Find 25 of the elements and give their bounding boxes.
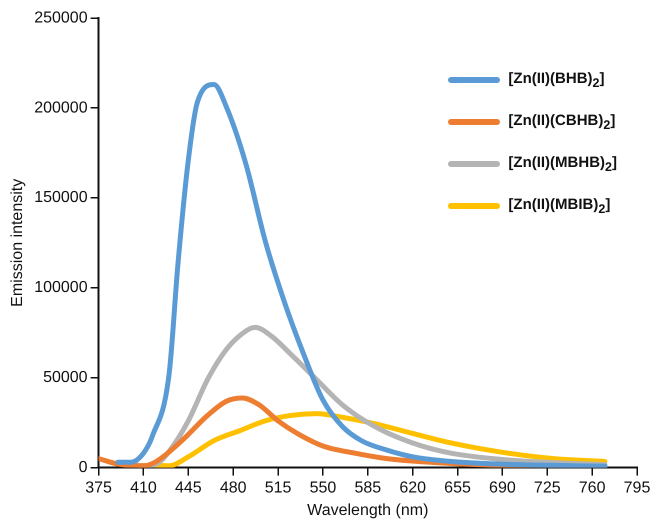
x-tick-label: 375 bbox=[85, 480, 112, 497]
x-tick-label: 550 bbox=[310, 480, 336, 497]
y-tick-label: 150000 bbox=[34, 189, 88, 206]
x-tick-label: 655 bbox=[444, 480, 471, 497]
y-tick-label: 0 bbox=[78, 459, 88, 476]
y-tick-label: 100000 bbox=[34, 279, 88, 296]
x-tick-label: 760 bbox=[578, 480, 606, 497]
x-tick-label: 795 bbox=[624, 480, 650, 497]
x-tick-label: 725 bbox=[534, 480, 561, 497]
legend-label: [Zn(II)(CBHB)$_{2}$] bbox=[508, 112, 616, 132]
y-tick-label: 200000 bbox=[34, 99, 88, 116]
y-tick-label: 50000 bbox=[43, 369, 88, 386]
legend-label: [Zn(II)(BHB)$_{2}$] bbox=[508, 70, 604, 90]
x-tick-label: 515 bbox=[264, 480, 292, 497]
x-tick-label: 585 bbox=[354, 480, 382, 497]
x-tick-label: 690 bbox=[489, 480, 516, 497]
y-axis-title: Emission intensity bbox=[9, 178, 26, 307]
x-axis-title: Wavelength (nm) bbox=[307, 502, 428, 519]
x-tick-label: 410 bbox=[130, 480, 157, 497]
y-tick-label: 250000 bbox=[34, 9, 88, 26]
x-tick-label: 480 bbox=[220, 480, 247, 497]
x-tick-label: 445 bbox=[174, 480, 202, 497]
x-tick-label: 620 bbox=[399, 480, 426, 497]
legend-label: [Zn(II)(MBHB)$_{2}$] bbox=[508, 154, 617, 174]
legend-label: [Zn(II)(MBIB)$_{2}$] bbox=[508, 196, 610, 216]
